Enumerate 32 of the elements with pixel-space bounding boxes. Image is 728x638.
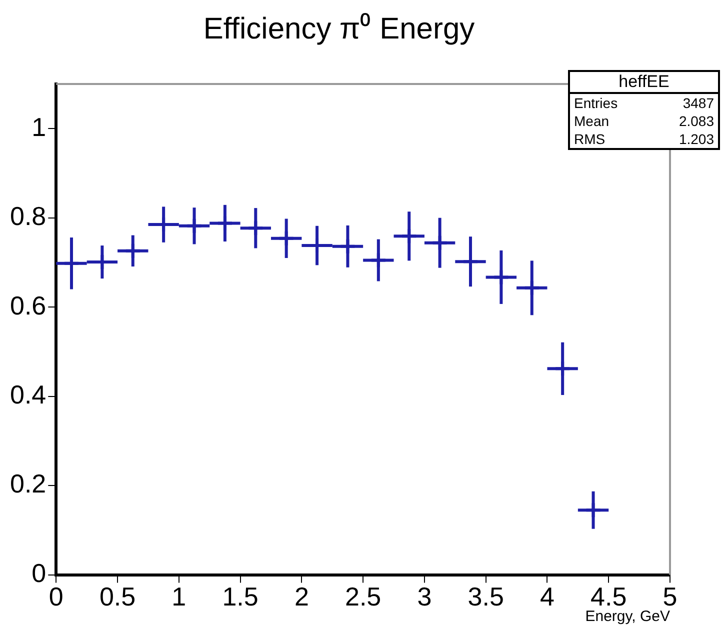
y-tick-label: 0.6 <box>10 290 46 320</box>
y-tick-label: 0.8 <box>10 201 46 232</box>
point <box>400 228 418 245</box>
x-tick-label: 2 <box>294 582 309 612</box>
x-tick-label: 1.5 <box>222 582 258 612</box>
y-tick-label: 0.2 <box>10 468 46 499</box>
x-tick-label: 3.5 <box>468 582 504 612</box>
text: Mean 2.083 <box>574 113 714 129</box>
x-tick-label: 2.5 <box>344 582 382 612</box>
x-tick-label: 1 <box>172 582 186 612</box>
point <box>370 252 387 269</box>
y-tick-label: 0.4 <box>10 380 46 410</box>
text: RMS 1.203 <box>574 131 714 147</box>
annotation: heffEE <box>570 72 718 94</box>
point <box>431 234 448 252</box>
y-tick-label: 0 <box>32 558 46 588</box>
x-tick-label: 0.5 <box>99 582 136 612</box>
text: Entries 3487 <box>574 95 714 111</box>
chart-title: Efficiency π⁰ Energy <box>203 12 475 46</box>
point <box>216 214 234 232</box>
point <box>492 268 510 286</box>
x-tick-label: 4 <box>540 582 554 612</box>
point <box>186 217 203 234</box>
point <box>124 242 142 260</box>
x-tick-label: 3 <box>417 582 432 612</box>
y-tick-label: 1 <box>32 112 46 142</box>
point <box>584 502 602 519</box>
point <box>523 279 540 296</box>
point <box>247 220 264 237</box>
point <box>339 238 356 255</box>
point <box>278 230 295 247</box>
point <box>554 360 572 378</box>
